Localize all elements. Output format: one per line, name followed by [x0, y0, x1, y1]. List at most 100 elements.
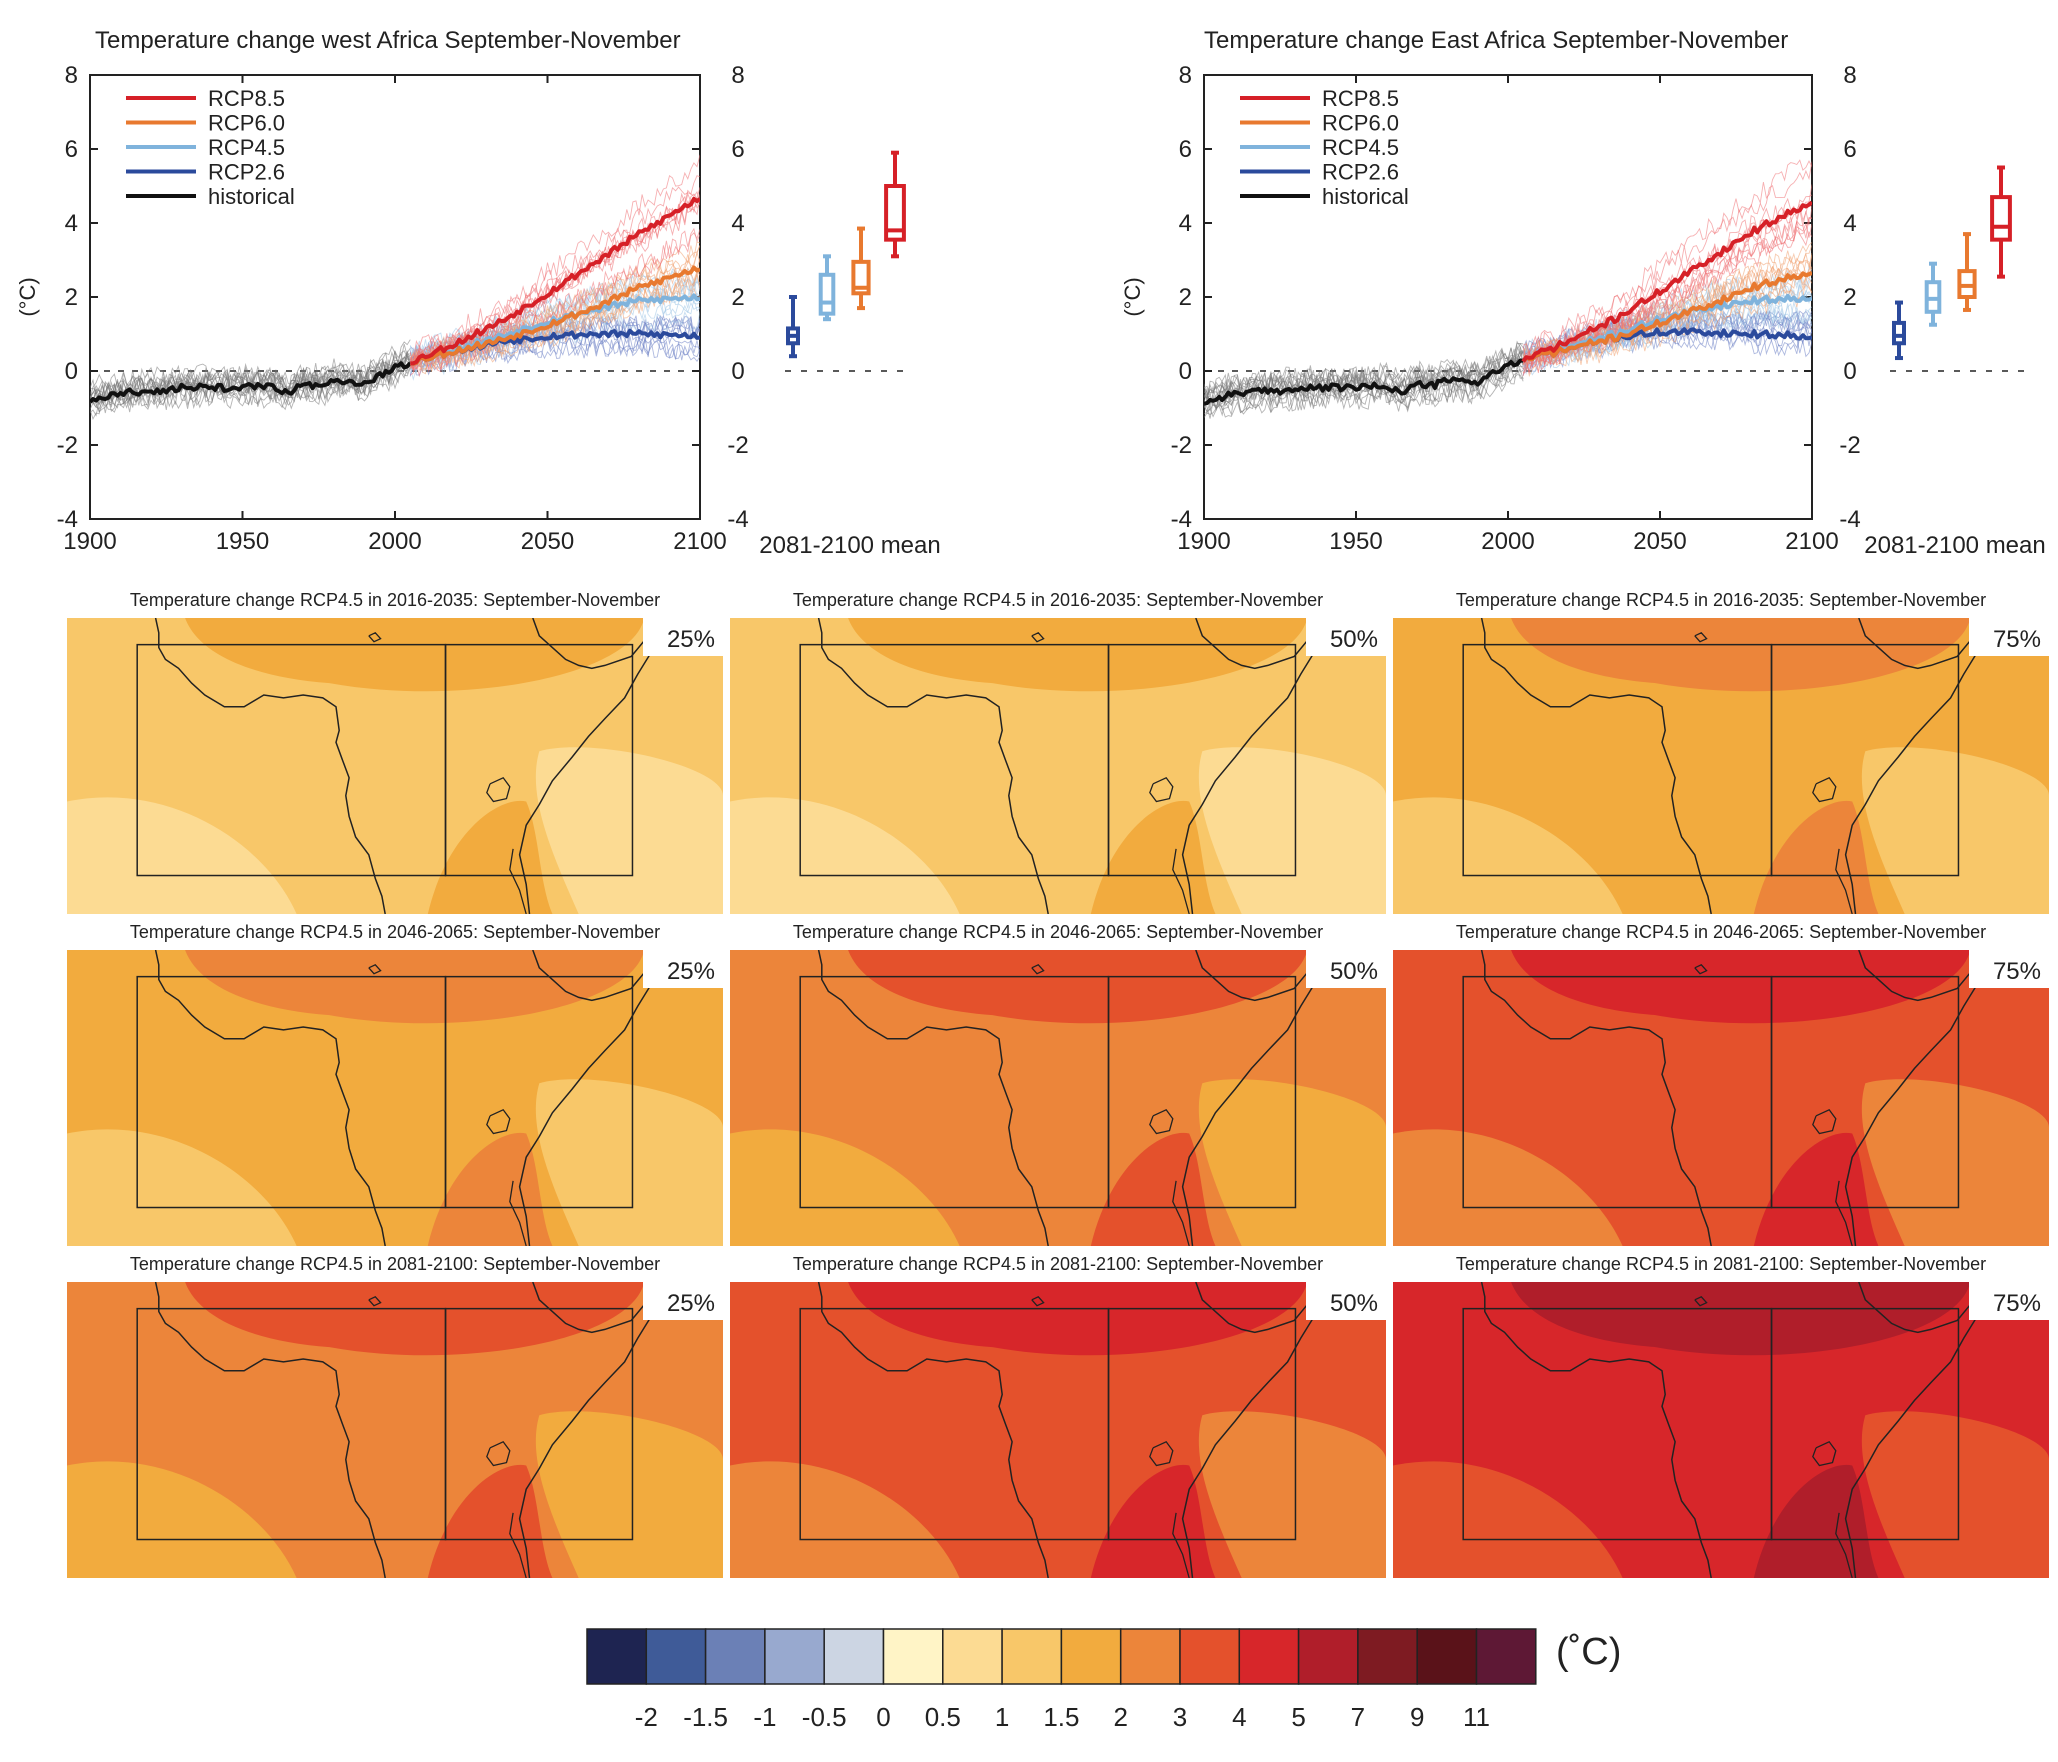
- coastline-west: [817, 618, 1049, 914]
- legend-label: RCP2.6: [1322, 160, 1399, 185]
- boxplot-rcp26: [1892, 300, 1906, 361]
- y-tick-label: 0: [1843, 358, 1856, 385]
- map-contour-low: [730, 1129, 960, 1246]
- map-contour-low: [1198, 1079, 1386, 1246]
- y-tick-label: 2: [731, 284, 744, 311]
- percentile-tag-bg: [1969, 1282, 2049, 1320]
- map-contour-high: [848, 950, 1308, 1024]
- map-contour-low: [1393, 797, 1623, 914]
- colorbar-tick-labels: -2 -1.5 -1 -0.5 0 0.5 1 1.5 2 3 4 5 7 9 11: [635, 1702, 1490, 1732]
- ensemble-mean-lines: [90, 196, 700, 404]
- line-chart-east-africa: Temperature change East Africa September…: [1120, 27, 2046, 559]
- y-tick-label: 2: [1843, 284, 1856, 311]
- lake-outline: [1835, 848, 1853, 914]
- chart-title: Temperature change East Africa September…: [1204, 27, 1788, 54]
- map-contour-high: [1753, 1464, 1879, 1578]
- colorbar-swatch: [1001, 1628, 1063, 1685]
- region-box-east: [444, 643, 634, 877]
- map-contour-high: [1511, 950, 1971, 1024]
- x-axis-ticks: 1900 1950 2000 2050 2100: [63, 75, 727, 555]
- map-contour-low: [535, 1079, 723, 1246]
- map-field: [730, 618, 1386, 914]
- map-contour-low: [1861, 1411, 2049, 1578]
- boxplot-rcp45: [818, 254, 836, 322]
- lake-outline: [509, 1512, 527, 1578]
- box-iqr: [1990, 195, 2012, 242]
- coastline-east: [518, 618, 659, 914]
- lake-outline: [509, 1180, 527, 1246]
- lake-outline: [1172, 1180, 1190, 1246]
- lake-outline: [1812, 1440, 1837, 1467]
- map-panel: 25% Temperature change RCP4.5 in 2016-203…: [67, 590, 723, 914]
- percentile-tag-bg: [1969, 618, 2049, 656]
- coastline-west: [154, 618, 386, 914]
- y-tick-label: 0: [731, 358, 744, 385]
- y-axis-ticks: -4 -2 0 2 4 6 8: [1171, 62, 1212, 533]
- boxplot-rcp60: [851, 226, 871, 311]
- map-contour-low: [730, 797, 960, 914]
- coastline-west: [1480, 950, 1712, 1246]
- colorbar-swatch: [882, 1628, 944, 1685]
- colorbar-swatch: [586, 1628, 648, 1685]
- map-panel: 25% Temperature change RCP4.5 in 2046-206…: [67, 922, 723, 1246]
- map-contour-low: [1861, 747, 2049, 914]
- map-contour-high: [427, 1464, 553, 1578]
- map-field: [1393, 618, 2049, 914]
- x-tick-label: 1950: [1329, 528, 1382, 555]
- percentile-label: 75%: [1993, 1290, 2041, 1317]
- series-rcp85-line: [1521, 200, 1812, 363]
- box-iqr: [1892, 320, 1906, 346]
- colorbar-swatch: [1238, 1628, 1300, 1685]
- coastline-east: [1844, 950, 1985, 1246]
- map-title: Temperature change RCP4.5 in 2081-2100: …: [1456, 1254, 1986, 1274]
- boxplots: [786, 150, 906, 359]
- map-title: Temperature change RCP4.5 in 2016-2035: …: [130, 590, 660, 610]
- colorbar-tick-label: 9: [1410, 1702, 1424, 1732]
- box-iqr: [851, 259, 871, 296]
- colorbar-tick-label: -1.5: [683, 1702, 728, 1732]
- percentile-tag-bg: [1306, 618, 1386, 656]
- colorbar-swatch: [1475, 1628, 1537, 1685]
- coastline-west: [1480, 1282, 1712, 1578]
- legend-label: RCP4.5: [208, 135, 285, 160]
- region-box-east: [444, 975, 634, 1209]
- legend-label: historical: [208, 184, 295, 209]
- lake-outline: [368, 632, 382, 643]
- percentile-label: 25%: [667, 626, 715, 653]
- map-panel: 75% Temperature change RCP4.5 in 2081-210…: [1393, 1254, 2049, 1578]
- y-axis-ticks-right: -4 -2 0 2 4 6 8: [1804, 62, 1861, 533]
- ensemble-spaghetti: [1204, 159, 1812, 419]
- colorbar-unit: (˚C): [1556, 1631, 1621, 1673]
- map-title: Temperature change RCP4.5 in 2046-2065: …: [130, 922, 660, 942]
- map-panel: 75% Temperature change RCP4.5 in 2046-206…: [1393, 922, 2049, 1246]
- ensemble-member-line: [90, 354, 411, 413]
- y-tick-label: -2: [1839, 432, 1860, 459]
- legend-label: RCP4.5: [1322, 135, 1399, 160]
- colorbar-tick-label: -0.5: [802, 1702, 847, 1732]
- lake-outline: [1172, 1512, 1190, 1578]
- x-tick-label: 2100: [1785, 528, 1838, 555]
- y-tick-label: 6: [731, 136, 744, 163]
- ensemble-member-line: [1204, 366, 1524, 418]
- coastline-west: [817, 950, 1049, 1246]
- map-title: Temperature change RCP4.5 in 2016-2035: …: [793, 590, 1323, 610]
- x-tick-label: 1900: [63, 528, 116, 555]
- y-tick-label: -4: [1171, 506, 1192, 533]
- lake-outline: [486, 1108, 511, 1135]
- percentile-label: 25%: [667, 1290, 715, 1317]
- lake-outline: [509, 848, 527, 914]
- colorbar-swatch: [1416, 1628, 1478, 1685]
- map-contour-low: [1198, 747, 1386, 914]
- coastline-east: [1844, 1282, 1985, 1578]
- map-title: Temperature change RCP4.5 in 2081-2100: …: [793, 1254, 1323, 1274]
- colorbar: -2 -1.5 -1 -0.5 0 0.5 1 1.5 2 3 4 5 7 9 11 (˚C): [586, 1628, 1621, 1732]
- legend-label: historical: [1322, 184, 1409, 209]
- coastline-east: [518, 950, 659, 1246]
- ensemble-member-line: [409, 273, 700, 359]
- boxplot-rcp85: [1990, 165, 2012, 279]
- lake-outline: [368, 1296, 382, 1307]
- y-tick-label: -2: [1171, 432, 1192, 459]
- y-tick-label: 0: [65, 358, 78, 385]
- map-field: [67, 618, 723, 914]
- y-tick-label: -4: [727, 506, 748, 533]
